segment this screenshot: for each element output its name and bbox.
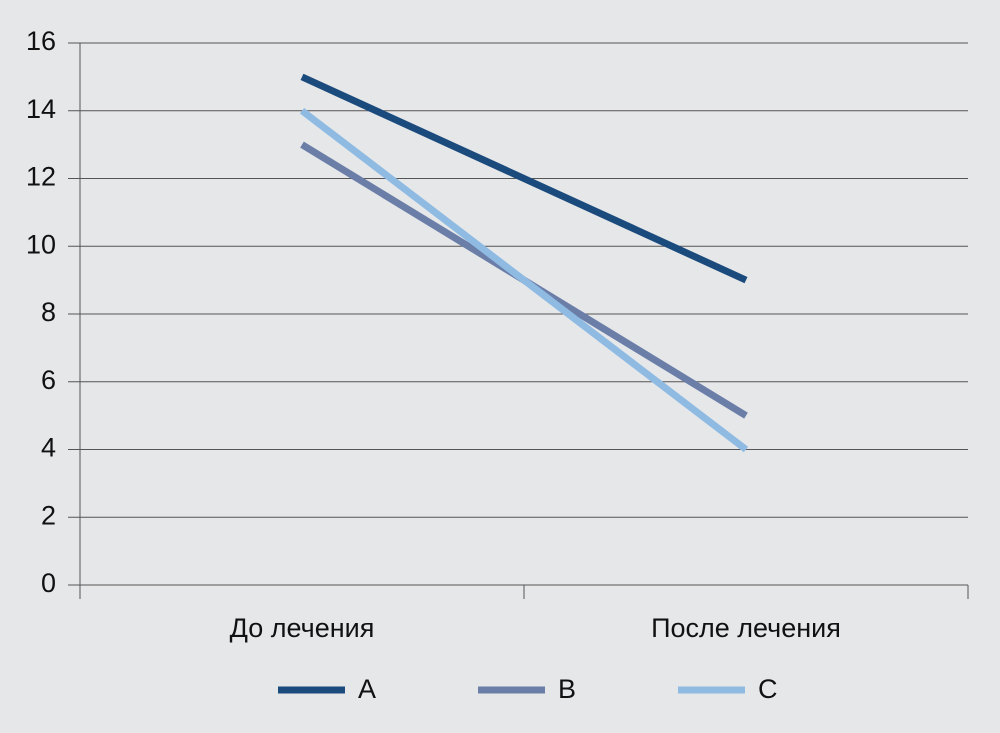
y-tick-label: 4 <box>41 433 56 463</box>
y-tick-label: 0 <box>41 568 56 598</box>
legend-label: B <box>558 674 576 704</box>
legend-label: A <box>358 674 376 704</box>
x-tick-label: До лечения <box>230 613 375 643</box>
y-tick-label: 2 <box>41 500 56 530</box>
y-tick-label: 12 <box>26 162 56 192</box>
y-tick-label: 8 <box>41 297 56 327</box>
series-line <box>299 107 749 453</box>
legend-label: C <box>758 674 778 704</box>
x-tick-label: После лечения <box>651 613 841 643</box>
y-tick-label: 14 <box>26 94 56 124</box>
y-tick-label: 6 <box>41 365 56 395</box>
y-tick-label: 16 <box>26 26 56 56</box>
y-tick-label: 10 <box>26 229 56 259</box>
series-line <box>300 73 748 284</box>
